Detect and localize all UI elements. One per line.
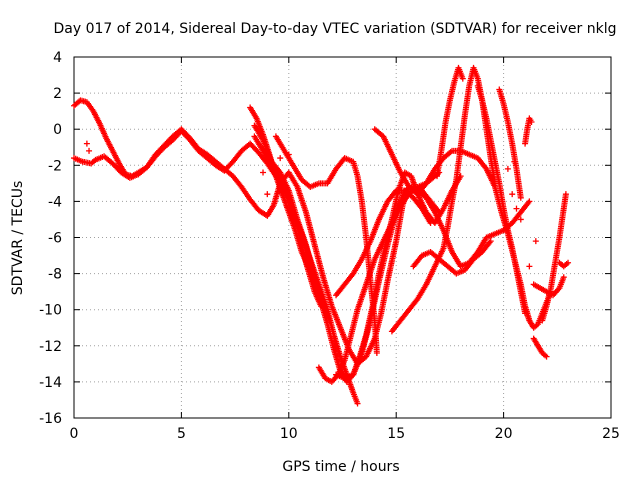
data-point [86, 147, 93, 154]
y-tick-label: 2 [53, 86, 62, 102]
x-tick-label: 25 [602, 426, 620, 442]
data-point [562, 191, 569, 198]
data-point [528, 118, 535, 125]
data-point [83, 140, 90, 147]
data-point [526, 198, 533, 205]
data-point [511, 158, 518, 165]
data-point [427, 220, 434, 227]
chart-title: Day 017 of 2014, Sidereal Day-to-day VTE… [54, 21, 617, 37]
data-point [517, 216, 524, 223]
series-track-5 [251, 133, 325, 310]
y-tick-label: -6 [48, 231, 62, 247]
x-tick-label: 20 [495, 426, 513, 442]
data-point [509, 191, 516, 198]
data-point [513, 205, 520, 212]
y-tick-label: -10 [39, 303, 62, 319]
x-tick-label: 10 [280, 426, 298, 442]
data-point [436, 209, 443, 216]
series-track-15 [496, 86, 524, 201]
series-track-12 [410, 238, 494, 277]
data-point [487, 238, 494, 245]
y-tick-label: -2 [48, 158, 62, 174]
y-tick-label: -16 [39, 411, 62, 427]
data-point [560, 274, 567, 281]
y-tick-labels: -16 -14 -12 -10 -8 -6 -4 -2 0 2 4 [39, 50, 62, 427]
series-track-18 [530, 335, 550, 360]
data-point [318, 303, 325, 310]
data-point [543, 353, 550, 360]
data-point [354, 400, 361, 407]
y-axis-label: SDTVAR / TECUs [10, 181, 26, 296]
data-point [264, 191, 271, 198]
series-track-8 [333, 187, 434, 299]
series-track-17 [530, 274, 567, 299]
series-scatter-a [83, 140, 539, 270]
data-point [565, 259, 572, 266]
data-point [526, 263, 533, 270]
x-tick-label: 0 [70, 426, 79, 442]
data-point [285, 151, 292, 158]
data-point [532, 238, 539, 245]
y-tick-label: -12 [39, 339, 62, 355]
y-tick-label: 4 [53, 50, 62, 66]
series-track-21 [522, 115, 535, 147]
series-track-14 [474, 82, 529, 317]
data-point [459, 75, 466, 82]
y-tick-label: -14 [39, 375, 62, 391]
data-point [277, 155, 284, 162]
data-point [326, 317, 333, 324]
series-track-13 [434, 64, 466, 180]
y-tick-label: 0 [53, 122, 62, 138]
series-track-19 [539, 191, 569, 324]
y-tick-label: -8 [48, 267, 62, 283]
data-point [260, 169, 267, 176]
grid [74, 57, 611, 418]
series-track-20 [556, 259, 572, 270]
data-point [517, 194, 524, 201]
axis-ticks [73, 56, 612, 419]
y-tick-label: -4 [48, 194, 62, 210]
x-tick-labels: 0 5 10 15 20 25 [70, 426, 620, 442]
x-tick-label: 5 [177, 426, 186, 442]
x-tick-label: 15 [387, 426, 405, 442]
x-axis-label: GPS time / hours [282, 459, 399, 475]
data-point [373, 350, 380, 357]
data-series [71, 64, 572, 407]
data-point [504, 165, 511, 172]
series-track-9 [333, 183, 443, 382]
series-track-11 [388, 64, 499, 335]
